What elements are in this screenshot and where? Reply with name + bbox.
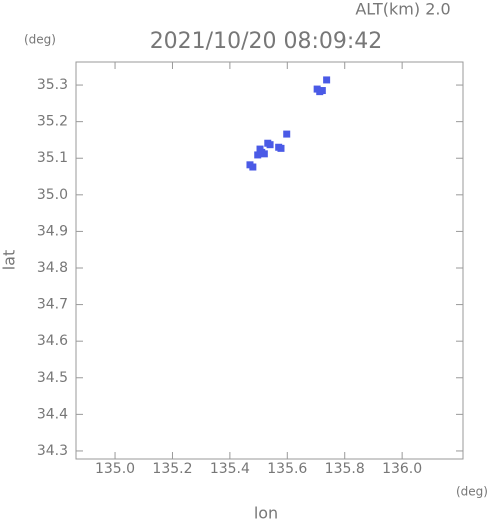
x-tick-label: 135.2 — [152, 461, 192, 477]
y-unit: (deg) — [24, 33, 56, 47]
y-tick-label: 35.2 — [37, 114, 68, 130]
x-tick-label: 135.4 — [210, 461, 250, 477]
echo-point — [260, 150, 268, 158]
x-tick-label: 135.6 — [267, 461, 307, 477]
y-tick-label: 35.1 — [37, 150, 68, 166]
echo-point — [283, 130, 291, 138]
echo-point — [249, 163, 257, 171]
x-tick-label: 135.0 — [95, 461, 135, 477]
echo-point — [318, 87, 326, 95]
chart-title: 2021/10/20 08:09:42 — [150, 29, 383, 54]
altitude-label: ALT(km) 2.0 — [355, 0, 450, 19]
y-tick-label: 34.3 — [37, 443, 68, 459]
x-unit: (deg) — [456, 485, 488, 499]
x-axis-label: lon — [254, 504, 278, 521]
y-axis-label: lat — [0, 250, 19, 271]
echo-point — [323, 76, 331, 84]
y-tick-label: 34.4 — [37, 406, 68, 422]
echo-point — [277, 144, 285, 152]
y-tick-label: 34.8 — [37, 260, 68, 276]
y-tick-label: 34.7 — [37, 297, 68, 313]
y-tick-label: 34.5 — [37, 370, 68, 386]
plot-frame — [75, 61, 464, 460]
y-tick-label: 34.6 — [37, 333, 68, 349]
echo-point — [266, 141, 274, 149]
echo-point — [254, 151, 262, 159]
y-tick-label: 34.9 — [37, 223, 68, 239]
y-tick-label: 35.0 — [37, 187, 68, 203]
x-tick-label: 135.8 — [325, 461, 365, 477]
y-tick-label: 35.3 — [37, 77, 68, 93]
x-tick-label: 136.0 — [382, 461, 422, 477]
